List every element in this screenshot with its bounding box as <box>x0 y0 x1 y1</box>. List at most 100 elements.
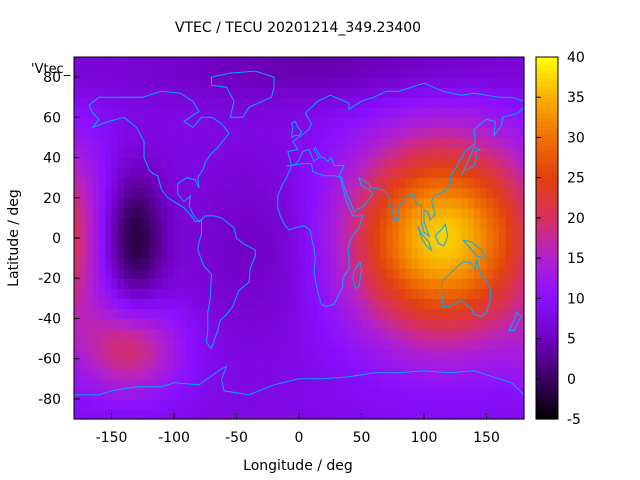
heatmap-cell <box>224 67 231 78</box>
heatmap-cell <box>430 268 438 279</box>
heatmap-cell <box>436 197 444 209</box>
heatmap-cell <box>405 207 413 219</box>
colorbar-segment <box>536 233 558 239</box>
heatmap-cell <box>511 197 519 209</box>
heatmap-cell <box>511 57 519 68</box>
heatmap-cell <box>86 358 94 370</box>
heatmap-cell <box>86 197 94 209</box>
heatmap-cell <box>305 227 313 239</box>
heatmap-cell <box>386 348 394 360</box>
heatmap-cell <box>149 388 156 400</box>
heatmap-cell <box>161 368 169 380</box>
heatmap-cell <box>299 67 306 78</box>
heatmap-cell <box>461 137 469 149</box>
heatmap-cell <box>480 177 488 189</box>
heatmap-cell <box>436 268 444 279</box>
heatmap-cell <box>386 97 394 108</box>
heatmap-cell <box>336 207 344 219</box>
heatmap-cell <box>511 177 519 189</box>
heatmap-cell <box>330 248 338 259</box>
heatmap-cell <box>474 368 481 380</box>
heatmap-cell <box>499 288 506 299</box>
heatmap-cell <box>124 328 131 340</box>
heatmap-cell <box>230 238 238 249</box>
heatmap-cell <box>167 147 175 159</box>
heatmap-cell <box>486 217 494 229</box>
heatmap-cell <box>505 67 513 78</box>
heatmap-cell <box>117 258 125 269</box>
heatmap-cell <box>417 388 425 400</box>
heatmap-cell <box>355 358 363 370</box>
heatmap-cell <box>461 308 469 320</box>
heatmap-cell <box>461 288 469 299</box>
heatmap-cell <box>74 298 81 309</box>
heatmap-cell <box>211 117 219 128</box>
colorbar-segment <box>536 278 558 283</box>
heatmap-cell <box>411 358 419 370</box>
heatmap-cell <box>236 127 244 139</box>
heatmap-cell <box>199 408 206 420</box>
heatmap-cell <box>286 207 294 219</box>
heatmap-cell <box>180 288 188 299</box>
heatmap-cell <box>149 398 156 410</box>
heatmap-cell <box>449 258 456 269</box>
heatmap-cell <box>411 87 419 98</box>
heatmap-cell <box>74 308 81 320</box>
heatmap-cell <box>180 167 188 179</box>
heatmap-cell <box>430 137 438 149</box>
heatmap-cell <box>130 378 138 390</box>
heatmap-cell <box>92 318 100 330</box>
heatmap-cell <box>317 77 325 88</box>
heatmap-cell <box>486 408 494 420</box>
heatmap-cell <box>461 388 469 400</box>
heatmap-cell <box>236 358 244 370</box>
heatmap-cell <box>142 187 150 199</box>
heatmap-cell <box>155 167 163 179</box>
heatmap-cell <box>80 348 88 360</box>
heatmap-cell <box>105 278 113 289</box>
heatmap-cell <box>480 217 488 229</box>
heatmap-cell <box>136 288 144 299</box>
heatmap-cell <box>480 238 488 249</box>
heatmap-cell <box>492 378 500 390</box>
coastline <box>508 311 523 331</box>
heatmap-cell <box>367 67 375 78</box>
heatmap-cell <box>92 87 100 98</box>
heatmap-cell <box>124 77 131 88</box>
heatmap-cell <box>461 227 469 239</box>
heatmap-cell <box>517 278 525 289</box>
heatmap-cell <box>430 278 438 289</box>
heatmap-cell <box>499 87 506 98</box>
heatmap-cell <box>211 167 219 179</box>
heatmap-cell <box>317 207 325 219</box>
heatmap-cell <box>255 408 263 420</box>
heatmap-cell <box>355 338 363 350</box>
heatmap-cell <box>124 107 131 118</box>
heatmap-cell <box>174 107 181 118</box>
heatmap-cell <box>374 288 381 299</box>
heatmap-cell <box>292 187 300 199</box>
heatmap-cell <box>399 77 406 88</box>
heatmap-cell <box>361 408 369 420</box>
heatmap-cell <box>517 127 525 139</box>
heatmap-cell <box>361 348 369 360</box>
heatmap-cell <box>249 248 256 259</box>
heatmap-cell <box>230 258 238 269</box>
heatmap-cell <box>436 147 444 159</box>
heatmap-cell <box>174 328 181 340</box>
heatmap-cell <box>324 338 331 350</box>
heatmap-cell <box>474 348 481 360</box>
heatmap-cell <box>130 177 138 189</box>
heatmap-cell <box>480 187 488 199</box>
heatmap-cell <box>480 358 488 370</box>
heatmap-cell <box>474 187 481 199</box>
heatmap-cell <box>474 67 481 78</box>
heatmap-cell <box>99 107 106 118</box>
heatmap-cell <box>392 408 400 420</box>
heatmap-cell <box>211 258 219 269</box>
heatmap-cell <box>480 278 488 289</box>
heatmap-cell <box>442 308 450 320</box>
heatmap-cell <box>317 388 325 400</box>
heatmap-cell <box>492 268 500 279</box>
heatmap-cell <box>486 137 494 149</box>
